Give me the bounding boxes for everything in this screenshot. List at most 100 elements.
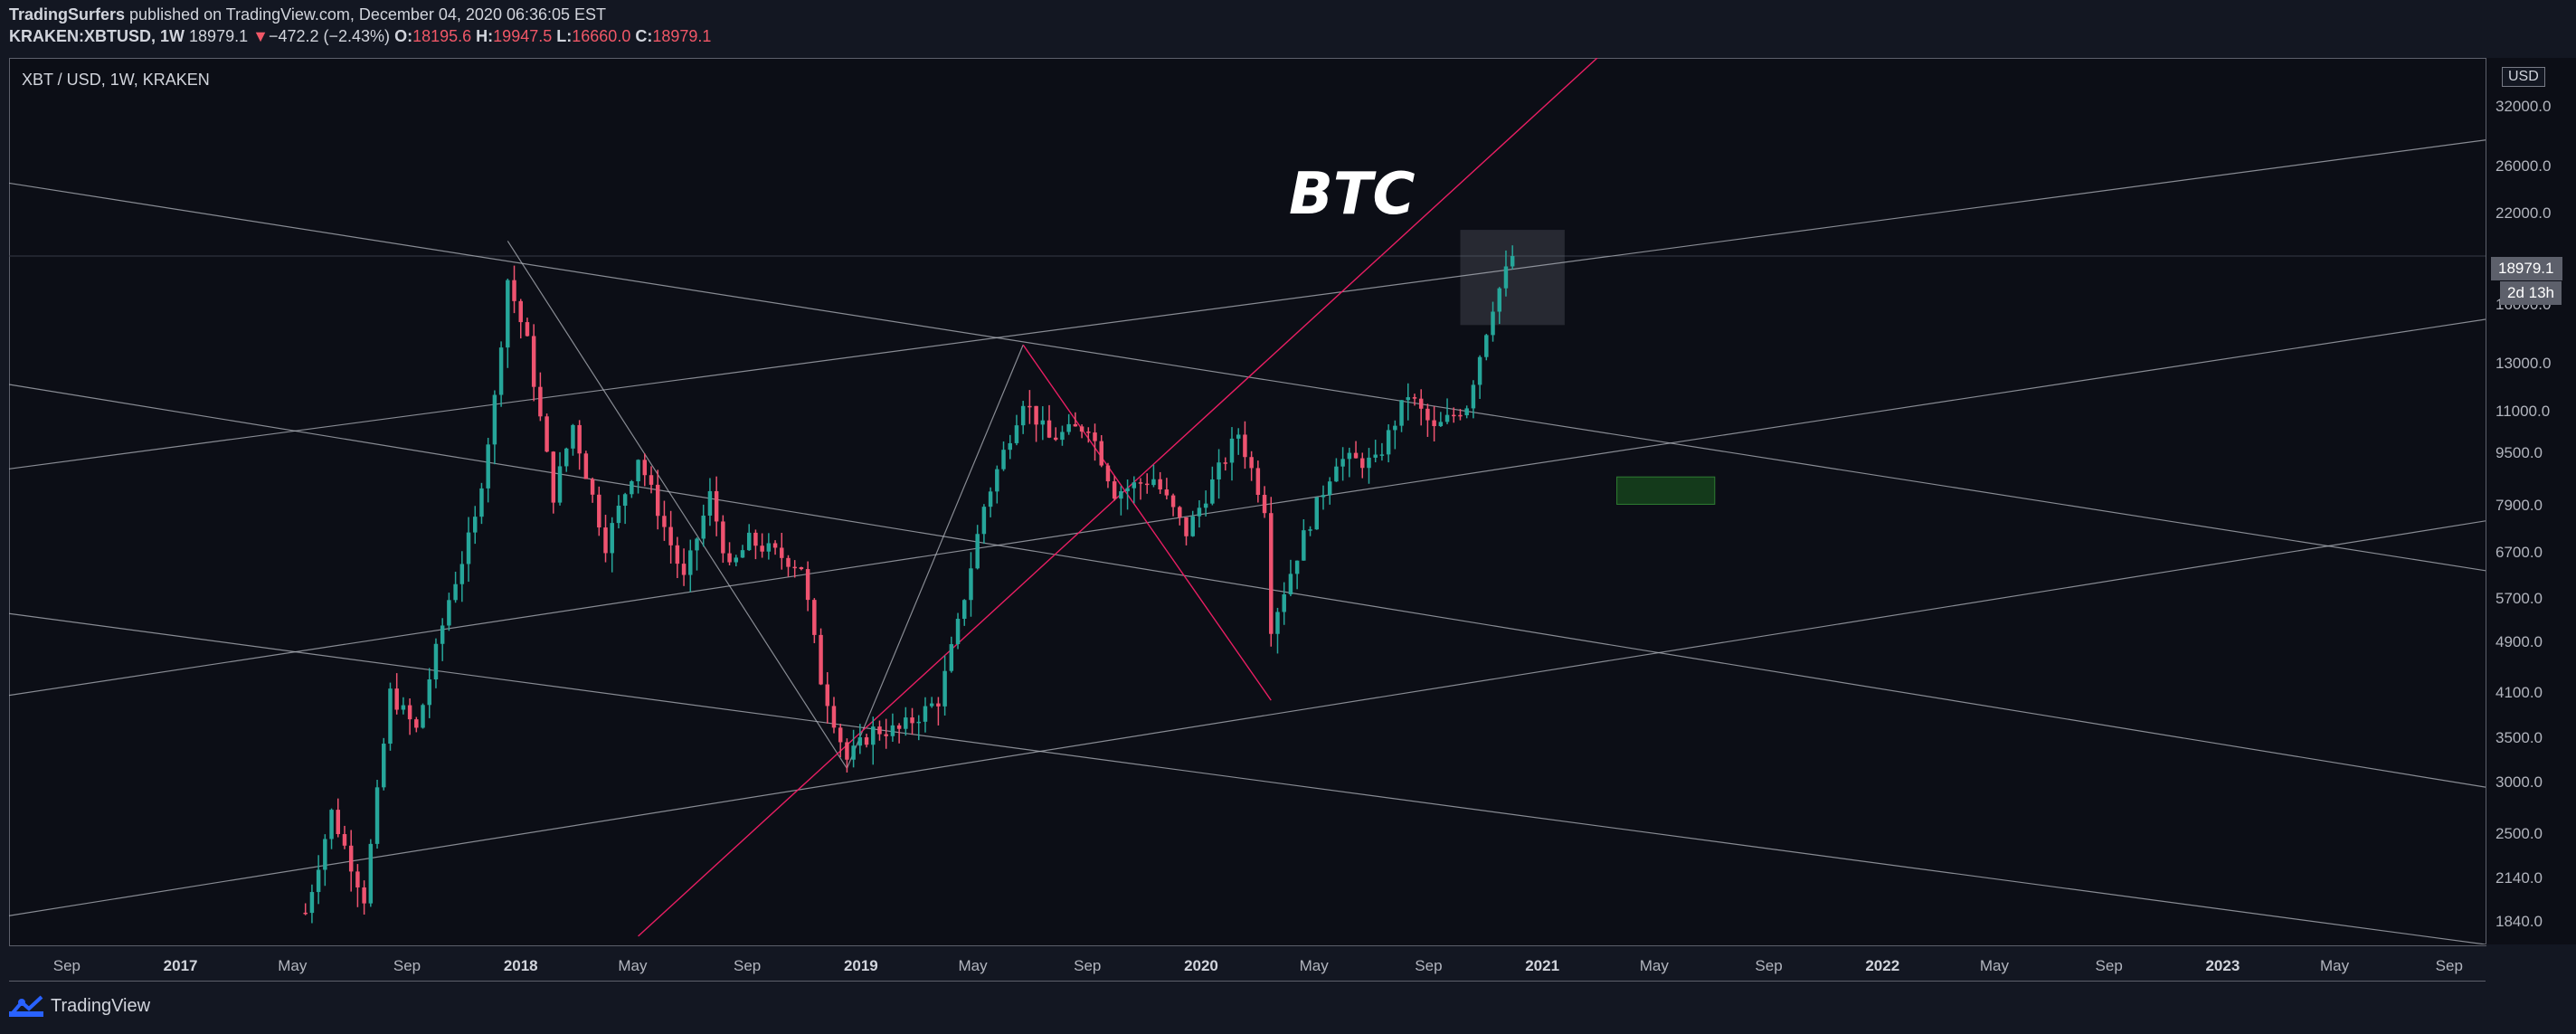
- candle-body: [838, 727, 843, 743]
- candle-body: [453, 583, 458, 601]
- close-value: 18979.1: [652, 27, 712, 45]
- text-annotation[interactable]: BTC: [1289, 161, 1416, 228]
- candle-body: [1314, 497, 1320, 530]
- candle-body: [969, 568, 973, 601]
- candle-body: [760, 545, 764, 552]
- candle-body: [1406, 397, 1410, 401]
- candle-body: [1073, 423, 1078, 427]
- candle-body: [1262, 495, 1267, 514]
- candle-body: [610, 523, 614, 554]
- candle-body: [923, 706, 928, 722]
- candle-body: [636, 460, 640, 482]
- time-tick-label: 2021: [1525, 957, 1560, 974]
- author-name[interactable]: TradingSurfers: [9, 5, 126, 24]
- candle-body: [1112, 481, 1117, 499]
- candle-body: [981, 507, 987, 535]
- candle-body: [577, 424, 582, 454]
- candle-body: [1066, 423, 1071, 432]
- candle-body: [421, 705, 425, 728]
- candle-body: [688, 550, 693, 575]
- candle-body: [707, 490, 713, 516]
- time-tick-label: 2018: [503, 957, 538, 974]
- candle-body: [486, 444, 490, 489]
- candle-body: [734, 557, 739, 563]
- time-tick-label: Sep: [2095, 957, 2123, 974]
- open-label: O:: [394, 27, 413, 45]
- candle-body: [1302, 530, 1306, 561]
- candle-body: [1243, 434, 1247, 458]
- candle-body: [1034, 405, 1038, 425]
- price-tick-label: 2500.0: [2496, 825, 2543, 843]
- candle-body: [303, 912, 308, 915]
- chart-pane[interactable]: [9, 58, 2486, 946]
- candle-body: [597, 494, 601, 528]
- candle-body: [551, 451, 556, 503]
- ohlc-line: KRAKEN:XBTUSD, 1W 18979.1 ▼−472.2 (−2.43…: [9, 27, 711, 46]
- candle-body: [916, 721, 921, 724]
- candle-body: [447, 600, 451, 626]
- candle-body: [772, 543, 778, 548]
- candle-body: [1367, 457, 1371, 469]
- price-tick-label: 3000.0: [2496, 773, 2543, 791]
- price-plot[interactable]: [9, 58, 2486, 944]
- candle-body: [1046, 420, 1052, 438]
- candle-body: [388, 688, 393, 745]
- candle-body: [1008, 442, 1012, 451]
- price-tick-label: 5700.0: [2496, 590, 2543, 608]
- candle-body: [1464, 408, 1469, 416]
- candle-body: [1282, 593, 1286, 612]
- candle-body: [1386, 430, 1391, 455]
- down-arrow-icon: ▼: [252, 27, 269, 45]
- time-tick-label: 2023: [2205, 957, 2240, 974]
- time-tick-label: Sep: [393, 957, 421, 974]
- candle-body: [890, 725, 895, 736]
- price-tick-label: 3500.0: [2496, 729, 2543, 747]
- candle-body: [342, 834, 347, 846]
- time-tick-label: May: [618, 957, 648, 974]
- candle-body: [1288, 574, 1293, 594]
- candle-body: [1255, 468, 1261, 496]
- candle-body: [518, 300, 523, 323]
- symbol-legend: XBT / USD, 1W, KRAKEN: [22, 71, 210, 89]
- candle-body: [1119, 491, 1123, 499]
- candle-body: [975, 534, 980, 569]
- candle-body: [1334, 466, 1339, 482]
- candle-body: [831, 706, 837, 728]
- tradingview-logo[interactable]: TradingView: [9, 995, 150, 1017]
- time-tick-label: May: [278, 957, 308, 974]
- price-axis[interactable]: 32000.026000.022000.016000.013000.011000…: [2486, 58, 2576, 944]
- candle-body: [1471, 384, 1476, 409]
- candle-body: [642, 460, 648, 476]
- candle-body: [479, 488, 484, 517]
- candle-body: [1093, 432, 1097, 441]
- time-tick-label: 2017: [163, 957, 198, 974]
- candle-body: [616, 506, 621, 524]
- trend-line-7: [846, 344, 1024, 769]
- candle-body: [557, 466, 563, 503]
- currency-button[interactable]: USD: [2502, 67, 2545, 87]
- trend-line-0: [9, 182, 2486, 572]
- candle-body: [825, 684, 830, 707]
- candle-body: [1158, 479, 1162, 490]
- price-tick-label: 13000.0: [2496, 355, 2552, 373]
- candle-body: [845, 742, 849, 760]
- candle-body: [649, 475, 654, 485]
- time-axis[interactable]: Sep 2017 May Sep 2018 May Sep 2019 May Sep 2020 May…: [9, 944, 2486, 982]
- price-tick-label: 9500.0: [2496, 444, 2543, 462]
- candle-body: [1347, 452, 1352, 460]
- symbol-ticker: KRAKEN:XBTUSD, 1W: [9, 27, 185, 45]
- close-label: C:: [635, 27, 653, 45]
- candle-body: [1269, 513, 1274, 634]
- candle-body: [910, 717, 914, 724]
- open-value: 18195.6: [412, 27, 472, 45]
- trend-line-3: [9, 139, 2486, 470]
- candle-body: [962, 600, 967, 620]
- time-tick-label: Sep: [1415, 957, 1443, 974]
- candle-body: [564, 448, 569, 467]
- candle-body: [988, 491, 993, 508]
- candle-body: [1229, 438, 1235, 463]
- candle-body: [1178, 507, 1182, 517]
- tradingview-logo-icon: [9, 995, 43, 1017]
- bar-countdown-badge: 2d 13h: [2500, 281, 2562, 305]
- trend-line-1: [9, 384, 2486, 788]
